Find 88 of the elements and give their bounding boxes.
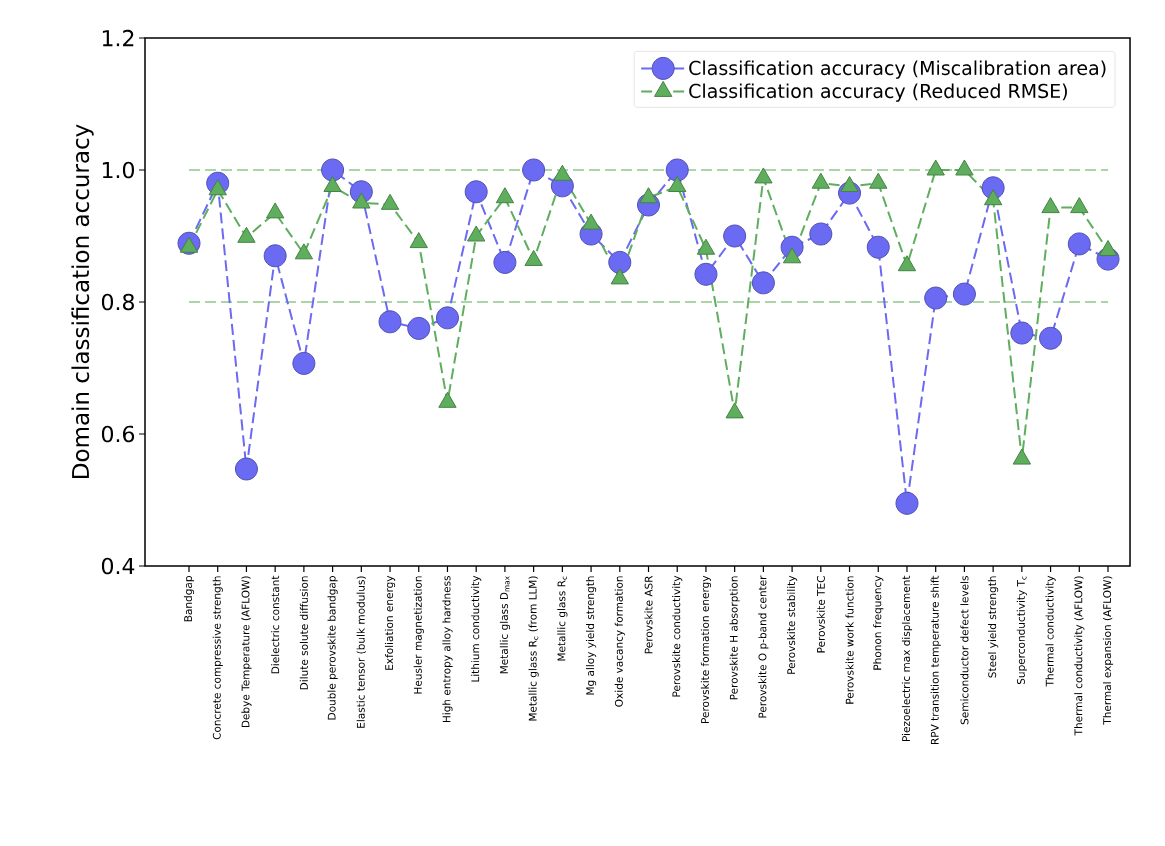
x-tick-label: Double perovskite bandgap — [327, 576, 338, 720]
x-tick-label: Metallic glass R$_{c}$ — [557, 576, 568, 661]
x-tick-label: Mg alloy yield strength — [585, 576, 597, 695]
x-tick-label: Perovskite O p-band center — [758, 575, 769, 718]
point — [610, 268, 629, 285]
x-tick-label: Perovskite work function — [845, 576, 854, 704]
point — [897, 255, 917, 272]
x-tick-label: Heusler magnetization — [413, 576, 424, 694]
x-tick-label: Semiconductor defect levels — [960, 576, 969, 725]
y-tick-label: 0.8 — [101, 293, 134, 311]
point — [694, 262, 718, 286]
x-tick-label: Steel yield strength — [988, 576, 999, 678]
y-tick-label: 0.6 — [101, 425, 135, 443]
x-tick-label: Dilute solute diffusion — [299, 576, 308, 690]
point — [435, 306, 459, 330]
point — [266, 202, 285, 219]
point — [1041, 197, 1060, 214]
point — [840, 176, 859, 192]
point — [811, 172, 830, 189]
x-tick-label: Thermal expansion (AFLOW) — [1102, 576, 1114, 725]
point — [294, 243, 314, 260]
point — [869, 172, 888, 189]
x-tick-label: Dielectric constant — [271, 575, 280, 674]
point — [380, 193, 400, 210]
x-tick-label: Perovskite H absorption — [729, 576, 740, 700]
point — [263, 244, 287, 268]
legend-label: Classification accuracy (Miscalibration area) — [689, 60, 1106, 79]
point — [639, 187, 658, 204]
point — [234, 457, 258, 481]
x-tick-label: Perovskite TEC — [816, 576, 825, 653]
x-tick-label: Oxide vacancy formation — [614, 576, 625, 707]
y-tick-label: 1.2 — [102, 29, 134, 47]
x-tick-label: High entropy alloy hardness — [442, 576, 453, 723]
point — [409, 232, 428, 249]
point — [179, 236, 199, 253]
y-tick-label: 1.0 — [102, 161, 135, 179]
point — [866, 235, 890, 259]
x-tick-label: Thermal conductivity — [1045, 575, 1056, 687]
x-tick-label: Perovskite conductivity — [672, 575, 683, 697]
point — [581, 213, 601, 230]
y-tick-label: 0.4 — [101, 557, 135, 575]
x-tick-label: Perovskite ASR — [644, 575, 653, 654]
legend-label: Classification accuracy (Reduced RMSE) — [689, 83, 1067, 102]
point — [524, 249, 543, 266]
point — [955, 159, 974, 176]
point — [1070, 197, 1089, 214]
point — [495, 187, 515, 204]
point — [668, 176, 687, 192]
x-tick-label: Piezoelectric max displacement — [901, 575, 913, 741]
point — [983, 189, 1003, 206]
point — [1010, 321, 1034, 345]
point — [926, 159, 945, 176]
point — [378, 310, 402, 334]
point — [553, 164, 572, 181]
x-tick-label: Phonon frequency — [873, 575, 884, 670]
x-tick-label: Perovskite stability — [787, 575, 798, 674]
point — [895, 491, 919, 515]
point — [1039, 326, 1063, 350]
x-tick-label: Superconductivity T$_{c}$ — [1016, 576, 1027, 685]
point — [754, 167, 773, 184]
point — [323, 176, 342, 192]
point — [292, 351, 316, 375]
point — [782, 247, 802, 264]
point — [407, 316, 431, 340]
x-tick-label: Metallic glass R$_{c}$ (from LLM) — [528, 576, 539, 721]
point — [237, 226, 256, 243]
point — [1098, 240, 1118, 257]
x-tick-label: RPV transition temperature shift — [930, 575, 941, 745]
point — [809, 222, 833, 246]
point — [608, 250, 632, 274]
y-axis-title: Domain classification accuracy — [71, 124, 94, 478]
point — [952, 282, 976, 306]
x-tick-label: Lithium conductivity — [471, 575, 482, 682]
x-tick-label: Thermal conductivity (AFLOW) — [1074, 576, 1085, 736]
point — [751, 271, 775, 295]
point — [1067, 232, 1091, 256]
point — [696, 238, 716, 255]
x-tick-label: Debye Temperature (AFLOW) — [241, 576, 252, 728]
point — [723, 224, 747, 248]
x-tick-label: Bandgap — [183, 576, 195, 622]
point — [924, 286, 948, 310]
point — [467, 225, 486, 242]
point — [493, 250, 517, 274]
x-tick-label: Perovskite formation energy — [700, 575, 712, 723]
x-tick-label: Concrete compressive strength — [212, 576, 223, 740]
x-tick-label: Exfoliation energy — [384, 575, 396, 670]
x-tick-label: Metallic glass D$_{max}$ — [499, 576, 510, 674]
x-tick-label: Elastic tensor (bulk modulus) — [356, 576, 366, 728]
